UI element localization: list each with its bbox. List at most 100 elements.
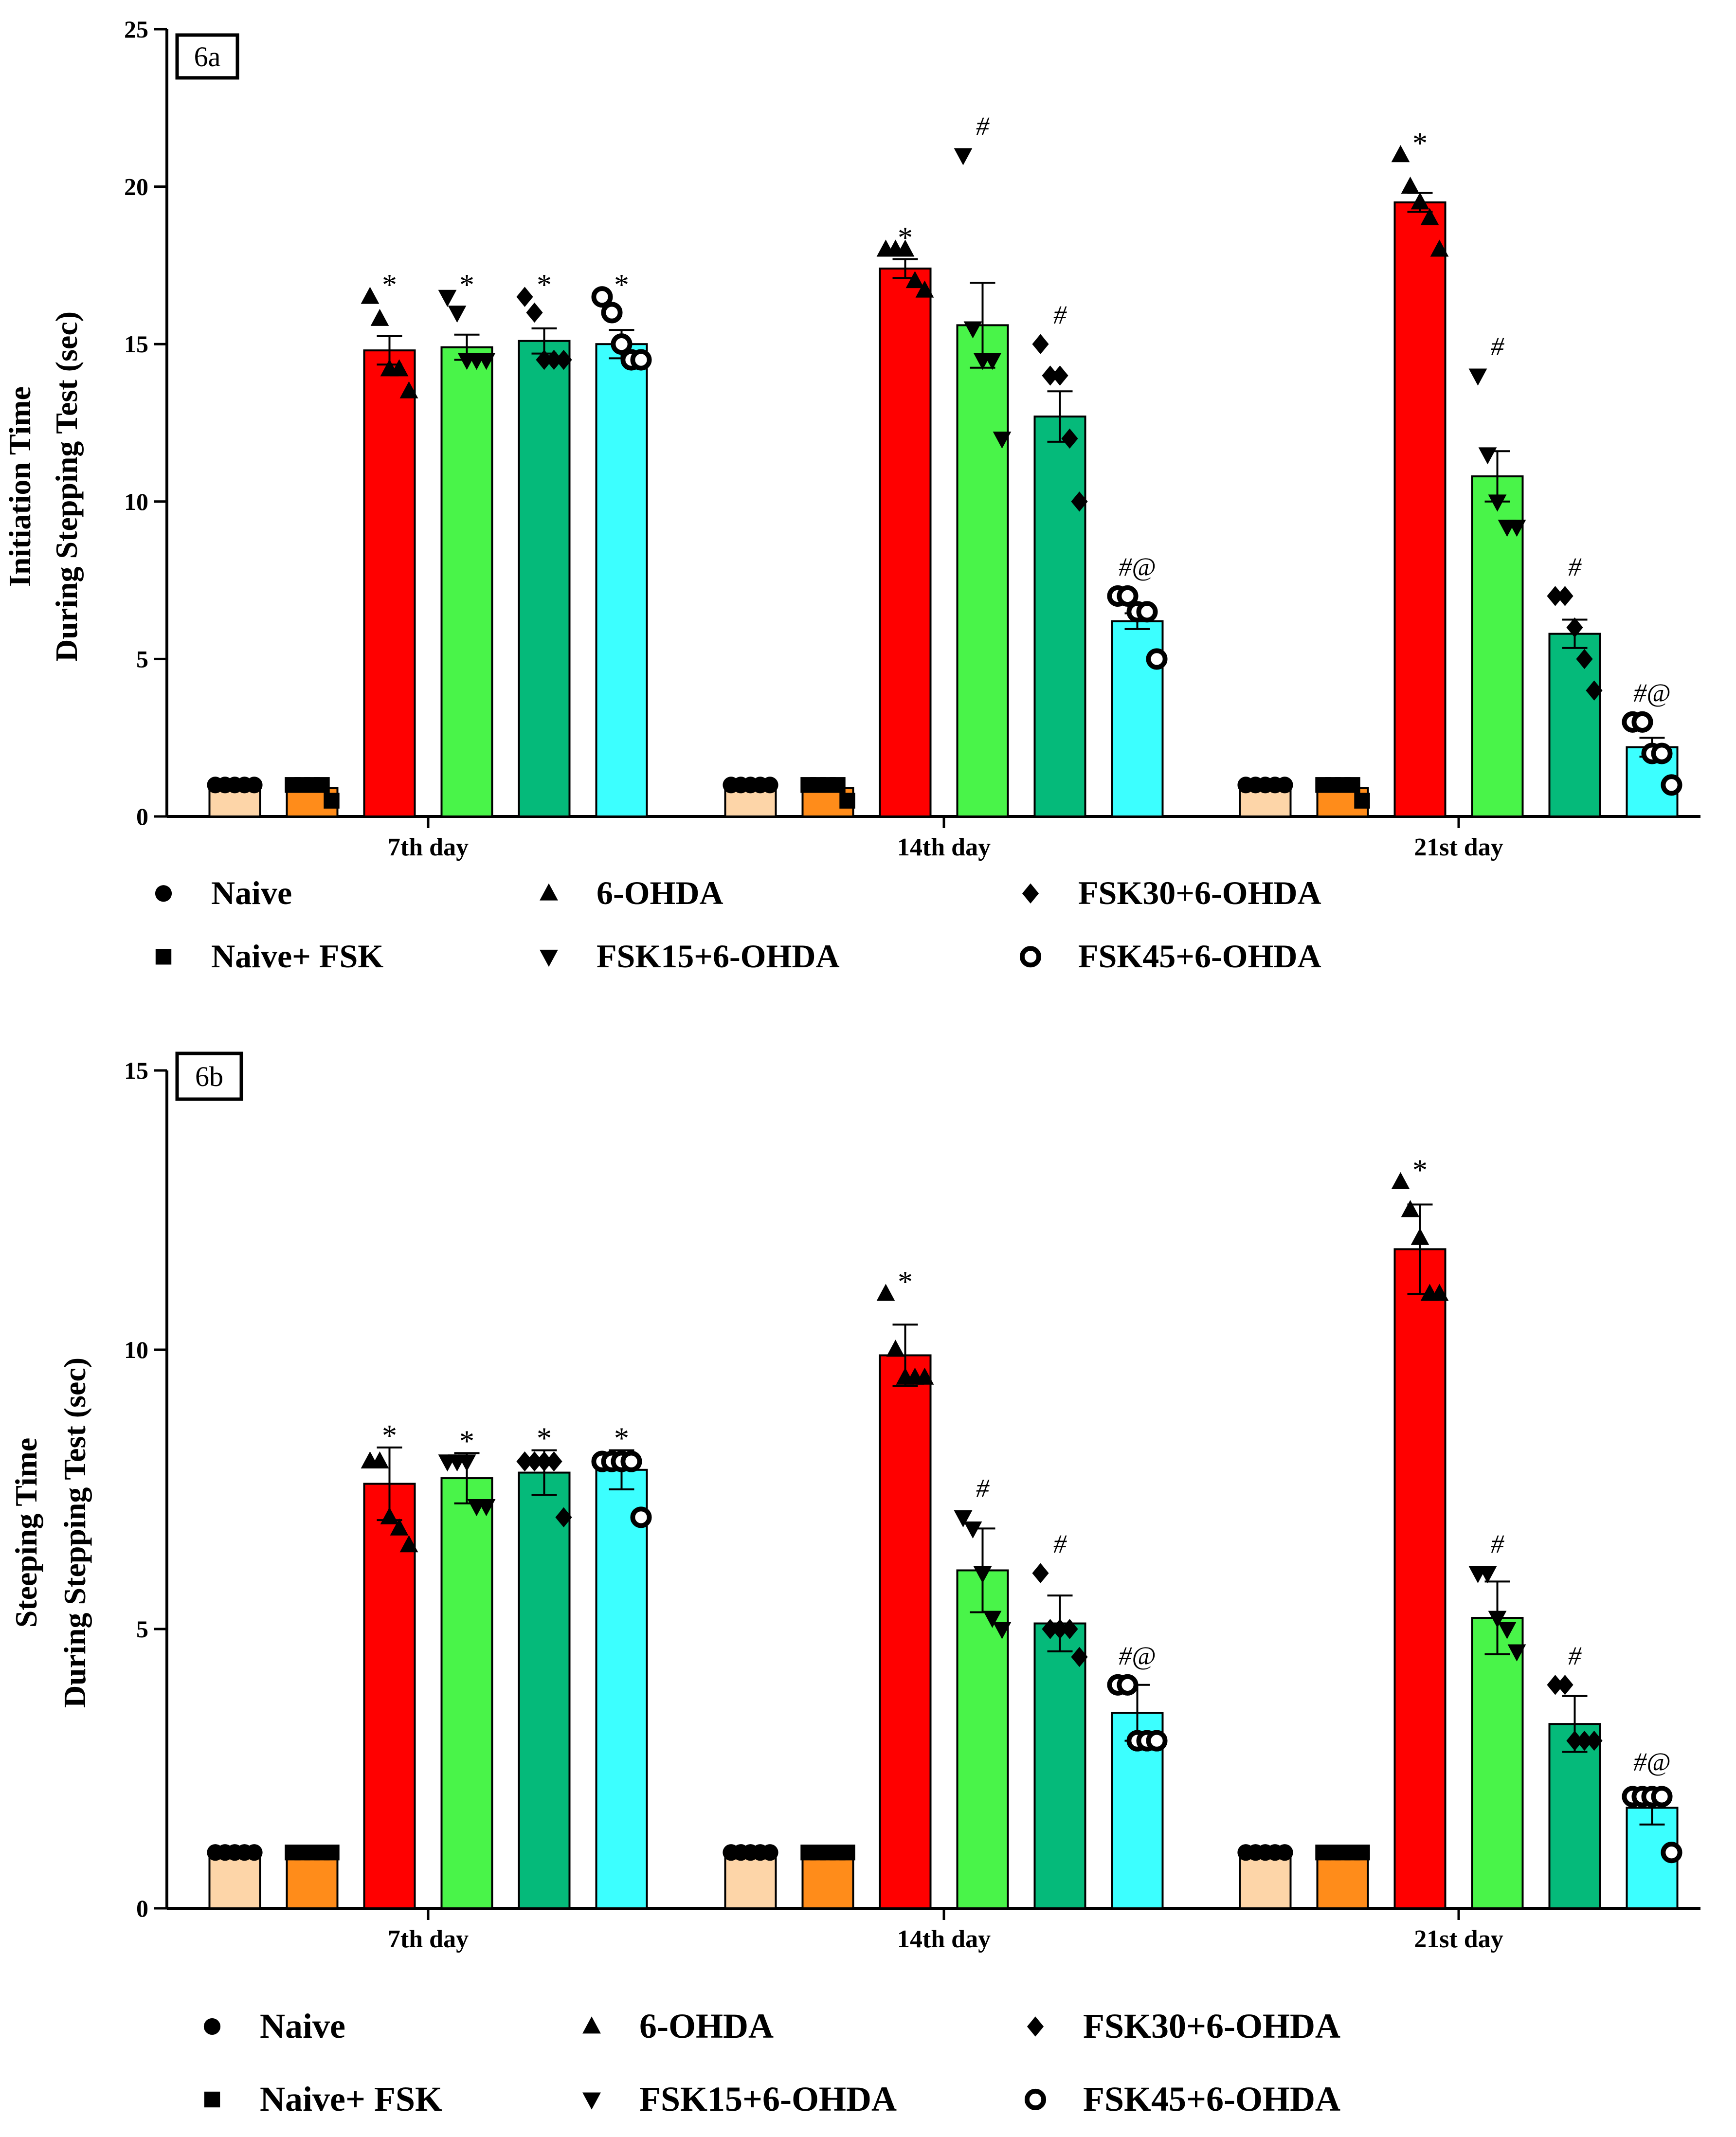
data-point [1051,1619,1068,1639]
y-tick-label: 5 [136,1615,148,1643]
data-point [886,1340,905,1357]
panel-label-box [175,33,239,80]
data-point [1488,494,1507,512]
y-axis-title: Initiation Time [2,386,37,587]
legend-label: FSK30+6-OHDA [1078,874,1321,911]
data-point [370,308,389,326]
bar [1033,416,1086,817]
significance-label: * [382,269,397,302]
legend-marker [582,2016,601,2034]
significance-label: * [898,1266,913,1299]
data-point [896,239,915,257]
legend-label: FSK15+6-OHDA [597,938,840,975]
data-point [1354,1845,1370,1861]
data-point [324,793,340,809]
x-tick-label: 7th day [388,1925,469,1953]
data-point [983,353,1002,370]
data-point [246,777,263,794]
data-point [915,280,934,298]
legend-marker [1027,2016,1044,2037]
legend-label: FSK15+6-OHDA [639,2080,897,2119]
y-axis-title: Steeping Time [9,1438,43,1628]
data-point [1146,1730,1168,1752]
data-point [1401,1200,1420,1217]
bar [956,1569,1009,1909]
data-point [1071,491,1088,512]
data-point [1576,649,1593,670]
data-point [1276,777,1293,794]
legend-marker [1024,2088,1047,2111]
data-point [1410,192,1429,210]
y-tick-label: 5 [136,645,148,672]
data-point [954,148,973,165]
legend-label: FSK45+6-OHDA [1083,2080,1340,2119]
data-point [399,381,418,398]
data-point [555,349,572,370]
bar [1393,1248,1447,1910]
legend-marker [582,2092,601,2110]
significance-label: * [382,1419,397,1452]
data-point [1276,1844,1293,1861]
data-point [361,287,380,304]
data-point [1146,648,1168,670]
significance-label: # [976,1473,990,1503]
data-point [438,290,457,307]
data-point [370,1451,389,1468]
significance-label: # [1568,1641,1582,1670]
data-point [954,1510,973,1528]
legend-label: Naive+ FSK [260,2080,442,2119]
data-point [983,1611,1002,1628]
data-point [611,333,633,355]
data-point [1586,680,1603,701]
data-point [1651,1786,1673,1808]
legend-label: 6-OHDA [639,2007,774,2046]
legend-label: Naive [260,2007,345,2046]
data-point [1651,743,1673,764]
data-point [630,349,652,371]
chart-panel-6a: 0 5 10 15 20 25 Initiation Time During Stepping… [2,16,1700,975]
data-point [620,1450,642,1472]
data-point [1661,1842,1682,1864]
x-tick-label: 14th day [897,833,991,861]
x-tick-label: 21st day [1414,833,1503,861]
bar [801,1851,854,1909]
data-point [390,1518,409,1536]
significance-label: #@ [1633,678,1671,707]
panel-label: 6a [194,41,221,72]
legend-label: Naive+ FSK [211,938,383,975]
data-point [1478,1566,1497,1583]
data-point [1354,793,1370,809]
bar [363,1483,416,1909]
data-point [448,306,467,323]
significance-label: #@ [1119,1641,1156,1670]
data-point [545,349,562,370]
bar [518,340,571,817]
data-point [536,349,553,370]
x-tick-label: 21st day [1414,1925,1503,1953]
significance-label: #@ [1119,552,1156,581]
data-point [1631,711,1653,733]
significance-label: * [537,269,552,302]
bar [1239,1851,1292,1909]
y-tick-label: 0 [136,1895,148,1922]
data-point [1032,334,1049,354]
data-point [915,1367,934,1385]
bar [1033,1622,1086,1909]
data-point [1061,1619,1078,1639]
data-point [839,1845,855,1861]
data-point [1344,777,1360,793]
legend-marker [540,883,558,901]
significance-label: * [459,1425,474,1458]
data-point [1391,145,1410,163]
data-point [1556,1675,1573,1695]
legend-marker [1022,883,1039,904]
legend-marker [204,2091,220,2108]
data-point [516,1451,533,1472]
data-point [963,321,982,339]
legend-marker [540,949,558,967]
data-point [830,777,846,793]
significance-label: * [459,269,474,302]
data-point [993,1622,1012,1639]
y-tick-label: 0 [136,803,148,830]
bar [1471,475,1524,817]
